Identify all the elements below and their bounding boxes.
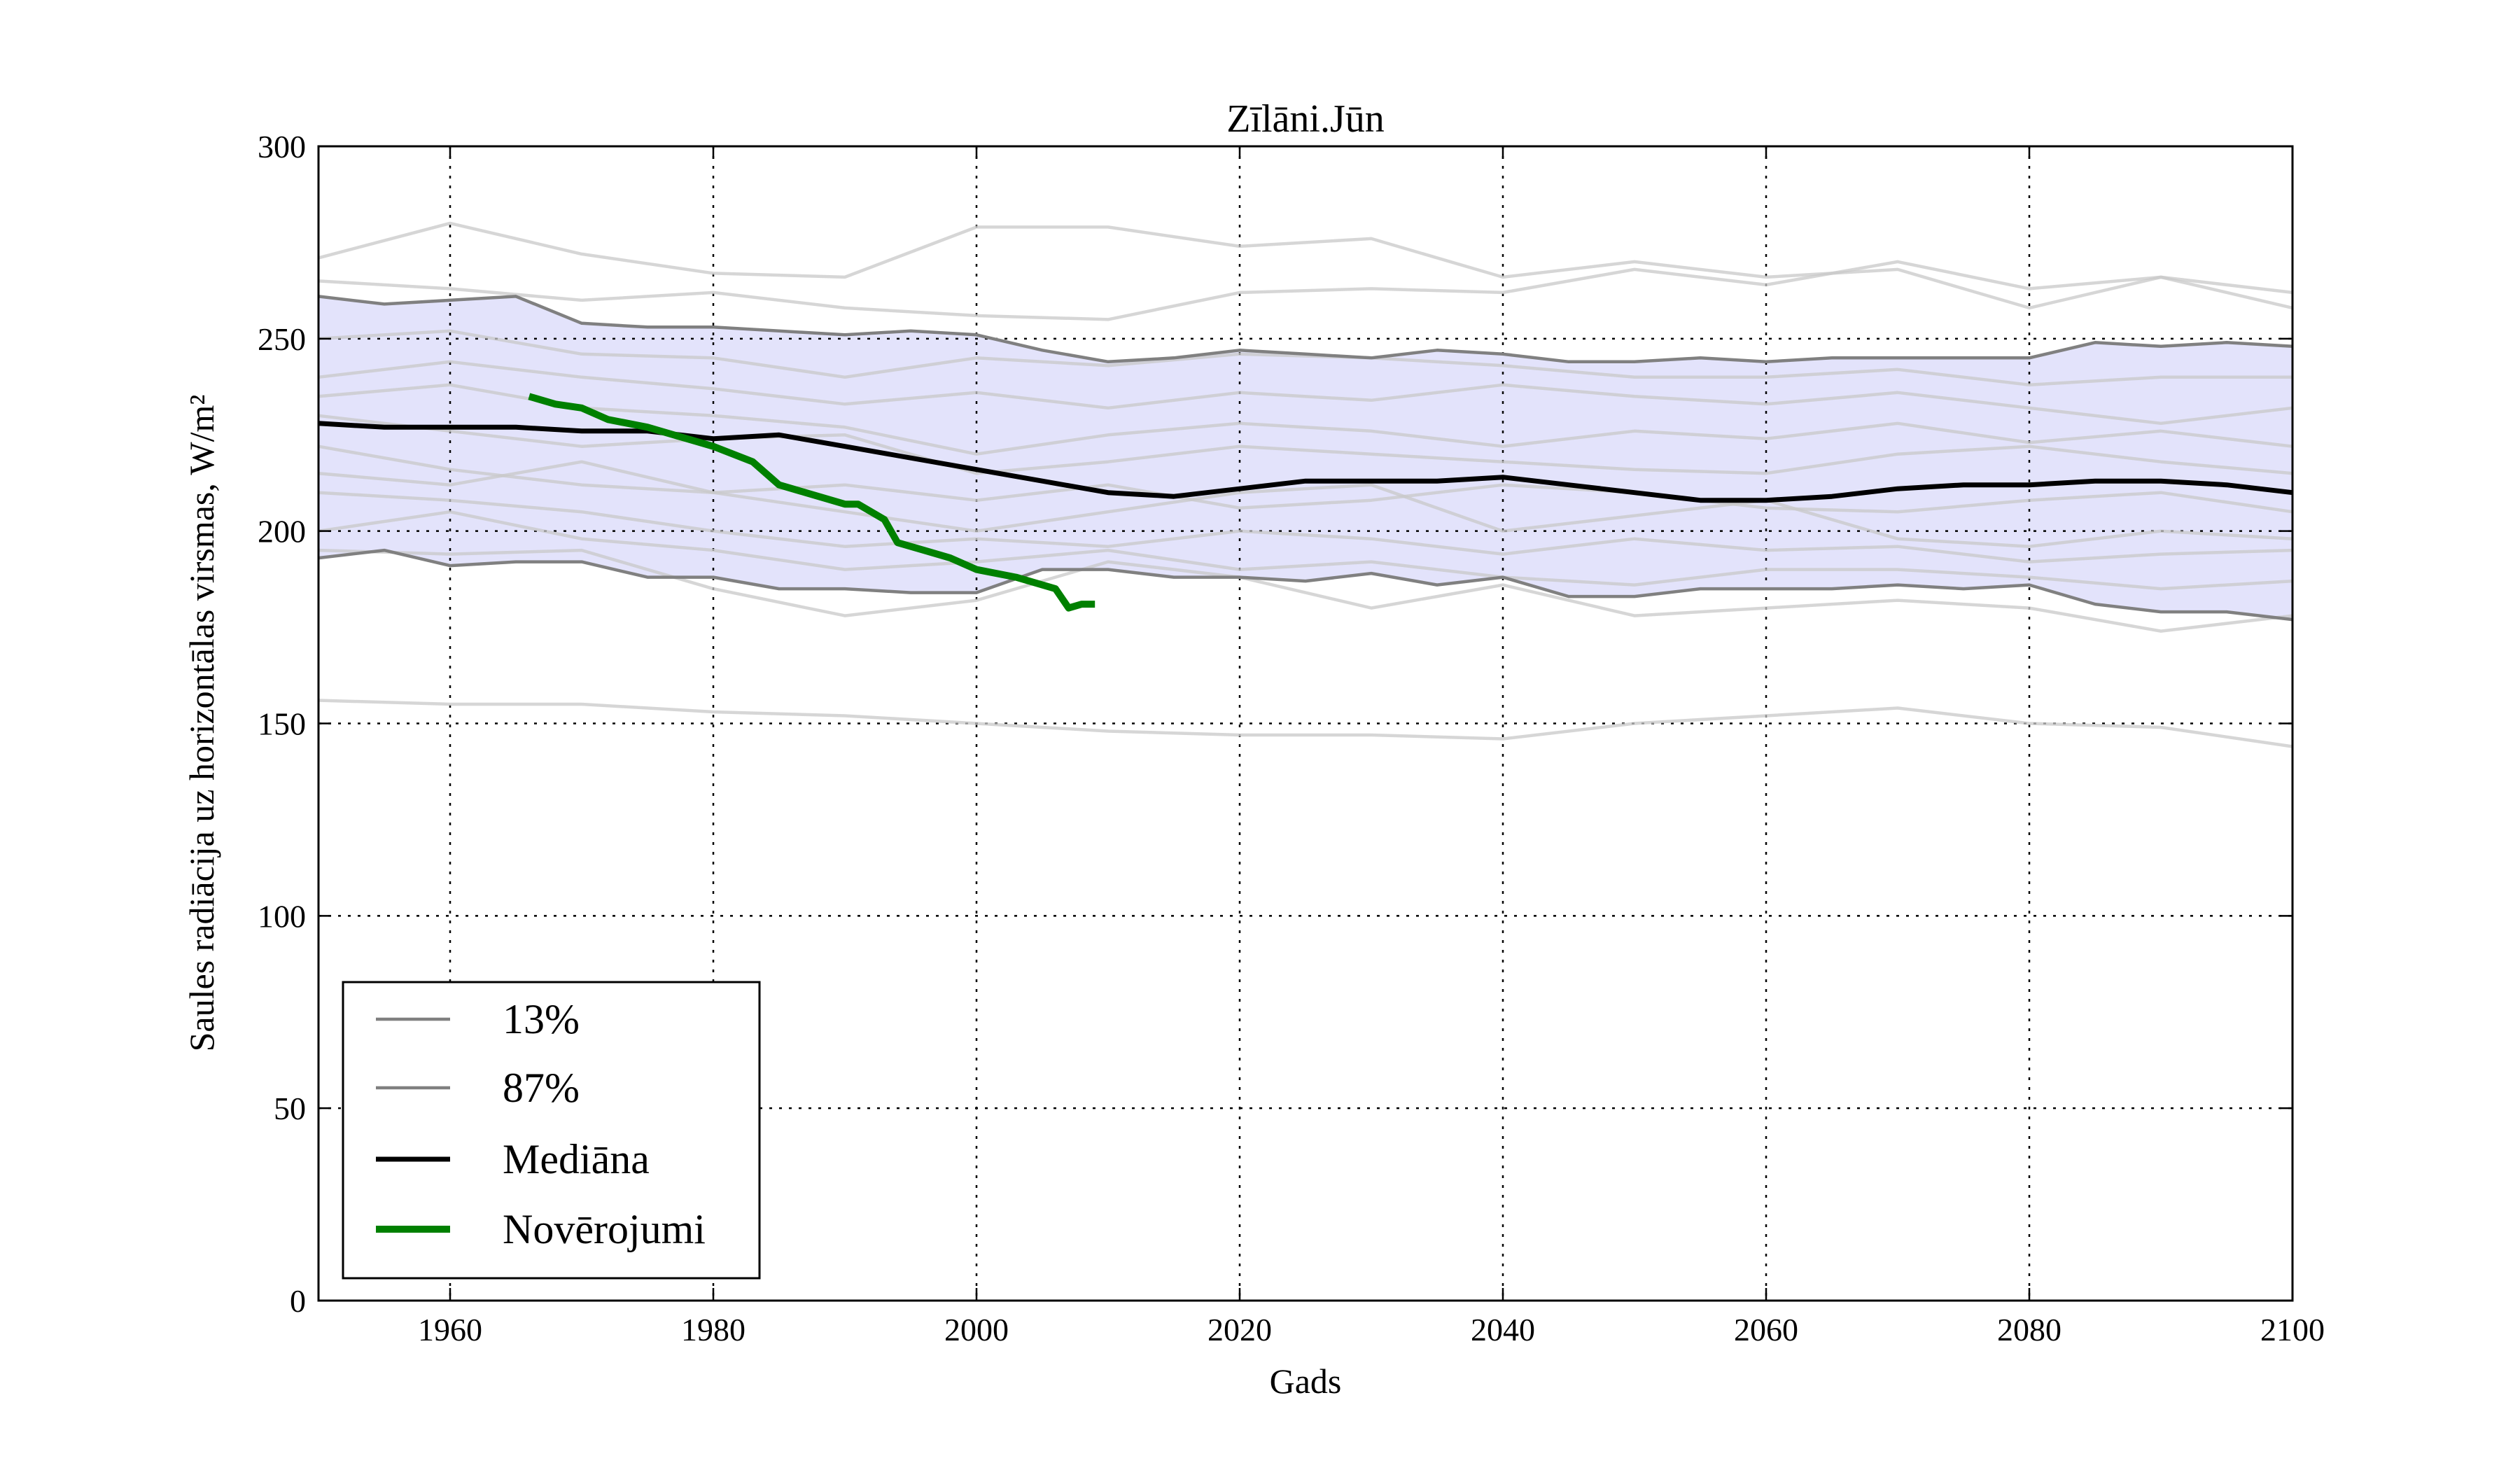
legend-label: Mediāna xyxy=(503,1136,650,1182)
legend-label: 87% xyxy=(503,1065,580,1111)
ensemble-member-line xyxy=(318,260,2293,321)
x-axis-label: Gads xyxy=(1270,1362,1342,1401)
legend: 13% 87% Mediāna Novērojumi xyxy=(342,981,761,1280)
y-axis-label: Saules radiācija uz horizontālas virsmas… xyxy=(182,395,221,1052)
x-tick-label: 2100 xyxy=(2260,1312,2325,1348)
x-tick-label: 2040 xyxy=(1471,1312,1535,1348)
x-tick-label: 1980 xyxy=(681,1312,746,1348)
y-tick-label: 100 xyxy=(258,898,306,934)
ensemble-member-line xyxy=(318,221,2293,310)
legend-label: Novērojumi xyxy=(503,1206,706,1252)
ensemble-member-line xyxy=(318,329,2292,387)
ensemble-lines xyxy=(318,221,2293,748)
x-tick-label: 2060 xyxy=(1734,1312,1798,1348)
legend-label: 13% xyxy=(503,996,580,1042)
percentile-band xyxy=(318,296,2292,620)
band-fill xyxy=(318,296,2292,620)
x-tick-label: 2020 xyxy=(1208,1312,1272,1348)
ensemble-member-line xyxy=(318,414,2293,475)
x-tick-label: 2000 xyxy=(944,1312,1009,1348)
ensemble-member-line xyxy=(318,460,2293,548)
observations-line xyxy=(528,393,1096,612)
ensemble-member-line xyxy=(318,548,2293,633)
ensemble-member-line xyxy=(318,510,2293,591)
x-tick-label: 2080 xyxy=(1997,1312,2062,1348)
percentile-13-line xyxy=(318,548,2293,622)
y-tick-label: 200 xyxy=(258,514,306,550)
y-tick-label: 300 xyxy=(258,129,306,164)
chart-title: Zīlāni.Jūn xyxy=(1226,97,1385,141)
y-tick-label: 250 xyxy=(258,321,306,357)
ensemble-member-line xyxy=(318,491,2293,564)
y-tick-label: 150 xyxy=(258,706,306,742)
ensemble-member-line xyxy=(318,444,2293,514)
y-tick-label: 0 xyxy=(290,1283,306,1319)
series-lines xyxy=(318,295,2293,622)
ticks: 1960 1980 2000 2020 2040 2060 2080 2100 0 50 100 15… xyxy=(258,129,2325,1348)
median-line xyxy=(318,421,2293,503)
x-tick-label: 1960 xyxy=(418,1312,482,1348)
percentile-87-line xyxy=(318,295,2293,364)
y-tick-label: 50 xyxy=(274,1091,306,1126)
ensemble-member-line xyxy=(318,699,2293,748)
ensemble-member-line xyxy=(318,383,2293,456)
ensemble-member-line xyxy=(318,360,2293,426)
